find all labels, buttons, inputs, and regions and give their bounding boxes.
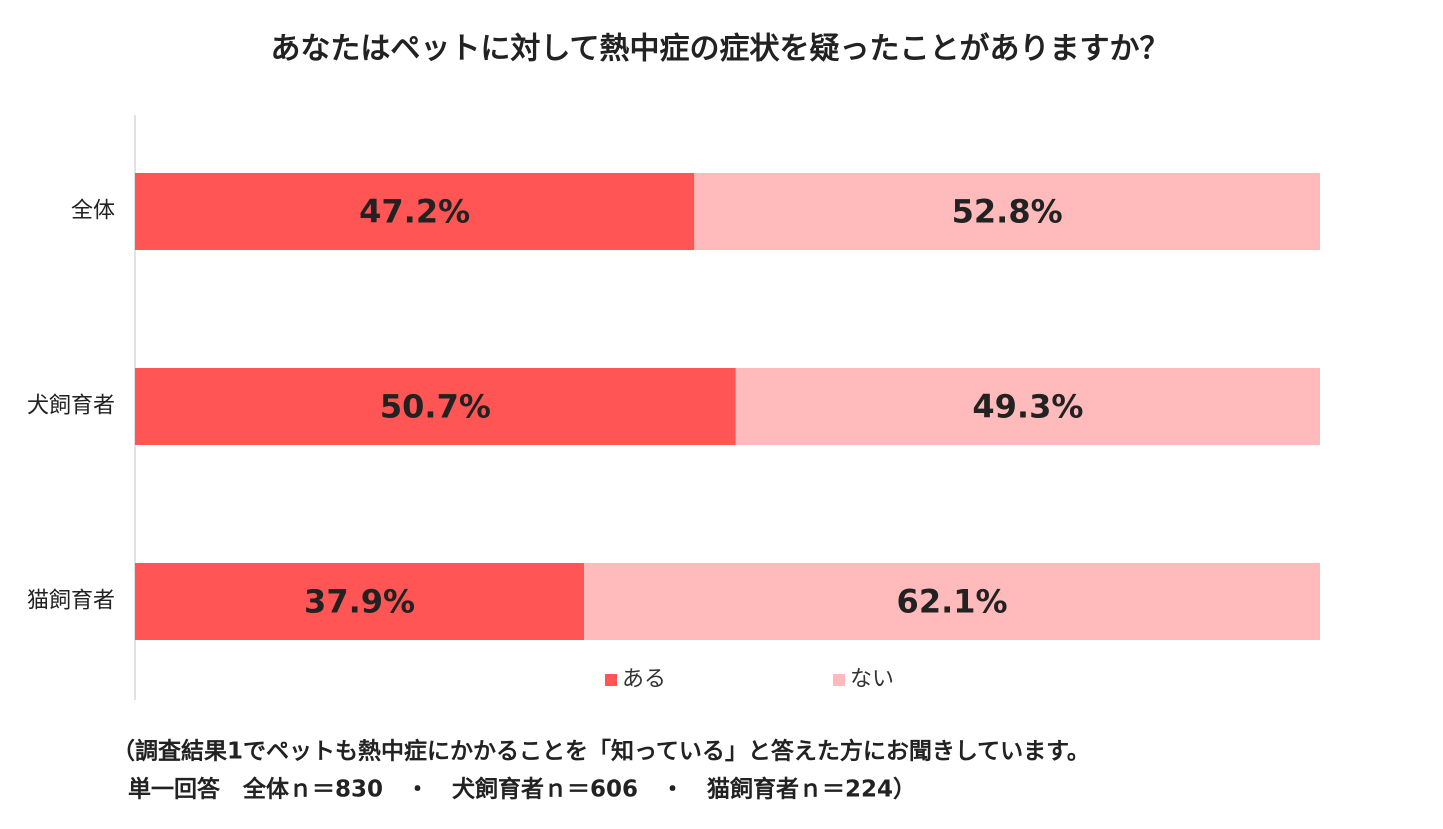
bar-segment [135,368,736,445]
data-label: 49.3% [972,388,1083,426]
bar-segment [135,563,585,640]
bar-segment [135,173,695,250]
legend-label: ない [850,667,894,692]
chart-title: あなたはペットに対して熱中症の症状を疑ったことがありますか？ [270,32,1169,67]
y-tick-label: 猫飼育者 [27,589,115,614]
data-label: 37.9% [304,583,415,621]
data-label: 62.1% [897,583,1008,621]
legend-swatch [605,674,617,686]
footnote: （調査結果1でペットも熱中症にかかることを「知っている」と答えた方にお聞きしてい… [112,738,1090,765]
bar-segment [694,173,1320,250]
legend-swatch [833,674,845,686]
data-label: 47.2% [359,193,470,231]
y-tick-label: 全体 [71,199,115,224]
y-tick-label: 犬飼育者 [27,394,115,419]
data-label: 52.8% [952,193,1063,231]
data-label: 50.7% [380,388,491,426]
bar-segment [584,563,1320,640]
footnote: 単一回答 全体ｎ＝830 ・ 犬飼育者ｎ＝606 ・ 猫飼育者ｎ＝224） [128,776,916,803]
legend-label: ある [622,667,666,692]
bar-segment [735,368,1320,445]
